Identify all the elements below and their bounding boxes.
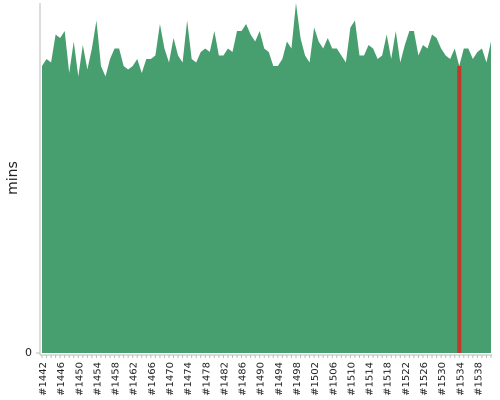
x-tick-label: #1442	[38, 362, 49, 396]
x-tick-label: #1454	[92, 362, 103, 396]
x-tick-label: #1538	[473, 362, 484, 396]
area	[42, 3, 491, 353]
x-tick-label: #1470	[165, 362, 176, 396]
x-tick-label: #1474	[183, 362, 194, 396]
x-tick-label: #1526	[419, 362, 430, 396]
x-tick-label: #1466	[147, 362, 158, 396]
x-tick-label: #1510	[346, 362, 357, 396]
x-tick-label: #1530	[437, 362, 448, 396]
x-tick-label: #1494	[274, 362, 285, 396]
x-tick-label: #1446	[56, 362, 67, 396]
x-tick-label: #1502	[310, 362, 321, 396]
y-axis-label: mins	[5, 161, 21, 195]
x-tick-label: #1478	[201, 362, 212, 396]
x-tick-label: #1450	[74, 362, 85, 396]
x-tick-label: #1458	[111, 362, 122, 396]
x-tick-label: #1534	[455, 362, 466, 396]
x-tick-label: #1490	[256, 362, 267, 396]
x-tick-label: #1486	[238, 362, 249, 396]
x-tick-label: #1506	[328, 362, 339, 396]
x-tick-label: #1518	[383, 362, 394, 396]
x-tick-label: #1522	[401, 362, 412, 396]
highlight-bar	[457, 66, 462, 353]
x-tick-label: #1482	[219, 362, 230, 396]
x-tick-label: #1514	[365, 362, 376, 396]
x-tick-label: #1462	[129, 362, 140, 396]
x-tick-label: #1498	[292, 362, 303, 396]
y-tick-label: 0	[25, 346, 32, 359]
